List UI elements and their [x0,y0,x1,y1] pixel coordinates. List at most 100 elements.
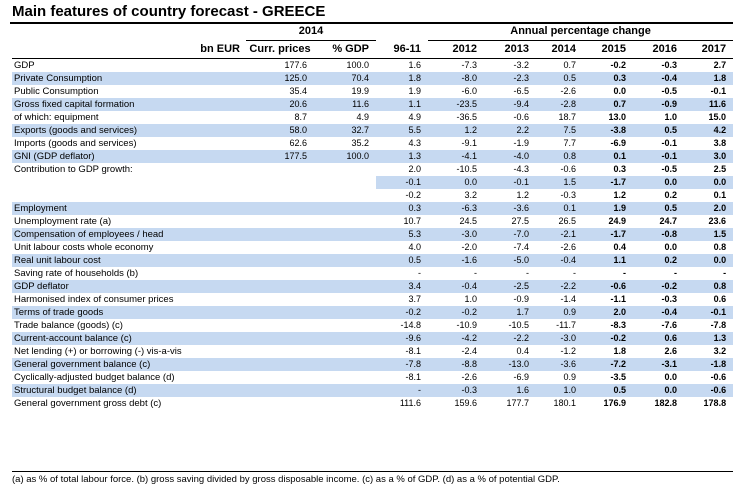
value-cell: 0.4 [484,345,537,358]
value-cell: -4.2 [428,332,485,345]
row-label: Net lending (+) or borrowing (-) vis-a-v… [12,345,184,358]
value-cell: -4.3 [484,163,537,176]
value-cell: -2.2 [536,280,584,293]
value-cell: -0.3 [536,189,584,202]
row-label: Unemployment rate (a) [12,215,184,228]
value-cell: -0.1 [633,150,685,163]
value-cell: 3.8 [684,137,734,150]
value-cell: 1.8 [684,72,734,85]
value-cell: 1.8 [583,345,634,358]
period-header: 2017 [701,43,727,55]
value-cell: -36.5 [428,111,485,124]
value-cell: -7.3 [428,58,485,72]
pct-gdp-header: % GDP [332,43,370,55]
pct-gdp-cell [314,163,377,176]
row-sublabel [184,293,246,306]
value-cell: - [684,267,734,280]
row-sublabel [184,124,246,137]
row-sublabel [184,358,246,371]
pct-gdp-cell [314,254,377,267]
value-cell: -0.6 [583,280,634,293]
row-label: Employment [12,202,184,215]
value-cell: -9.1 [428,137,485,150]
value-cell: 2.7 [684,58,734,72]
value-cell: 0.9 [536,371,584,384]
value-cell: 2.0 [684,202,734,215]
table-row: Contribution to GDP growth:Domestic dema… [12,163,734,176]
value-cell: 7.5 [536,124,584,137]
value-cell: 0.5 [633,124,685,137]
pct-gdp-cell [314,306,377,319]
value-cell: 1.1 [583,254,634,267]
row-sublabel [184,58,246,72]
value-cell: -23.5 [428,98,485,111]
table-row: Gross fixed capital formation 20.6 11.6 1.1… [12,98,734,111]
pct-gdp-cell: 35.2 [314,137,377,150]
curr-prices-cell [246,228,314,241]
table-row: Net lending (+) or borrowing (-) vis-a-v… [12,345,734,358]
value-cell: -10.5 [484,319,537,332]
period-header: 2014 [551,43,577,55]
value-cell: 1.3 [684,332,734,345]
value-cell: -10.9 [428,319,485,332]
value-cell: 0.3 [376,202,429,215]
value-cell: 0.1 [536,202,584,215]
value-cell: 1.0 [633,111,685,124]
curr-prices-cell [246,241,314,254]
pct-gdp-cell [314,345,377,358]
curr-prices-cell [246,397,314,410]
value-cell: 176.9 [583,397,634,410]
row-sublabel [184,345,246,358]
row-label: Compensation of employees / head [12,228,184,241]
value-cell: 1.5 [536,176,584,189]
value-cell: -7.0 [484,228,537,241]
value-cell: -2.6 [536,241,584,254]
value-cell: 4.3 [376,137,429,150]
curr-prices-cell: 35.4 [246,85,314,98]
value-cell: 24.7 [633,215,685,228]
curr-prices-cell [246,306,314,319]
value-cell: -0.2 [583,58,634,72]
value-cell: -8.1 [376,345,429,358]
curr-prices-cell: 62.6 [246,137,314,150]
table-row: Private Consumption 125.0 70.4 1.8 -8.0 -2.3 0… [12,72,734,85]
value-cell: 0.4 [583,241,634,254]
value-cell: -2.8 [536,98,584,111]
table-row: Unemployment rate (a) 10.7 24.5 27.5 26.5 24.… [12,215,734,228]
row-label: Real unit labour cost [12,254,184,267]
table-row: Unit labour costs whole economy 4.0 -2.0 -7… [12,241,734,254]
value-cell: -9.6 [376,332,429,345]
value-cell: 11.6 [684,98,734,111]
value-cell: 13.0 [583,111,634,124]
value-cell: -0.3 [633,58,685,72]
value-cell: -0.2 [633,280,685,293]
value-cell: 1.3 [376,150,429,163]
row-label: GDP [12,58,184,72]
value-cell: -2.2 [484,332,537,345]
value-cell: -2.6 [428,371,485,384]
table-row: Cyclically-adjusted budget balance (d) -8… [12,371,734,384]
period-header: 2012 [452,43,478,55]
table-row: Imports (goods and services) 62.6 35.2 4.3-… [12,137,734,150]
value-cell: -0.1 [633,137,685,150]
value-cell: -2.1 [536,228,584,241]
period-header: 2015 [601,43,627,55]
table-row: Trade balance (goods) (c) -14.8 -10.9 -10.5… [12,319,734,332]
table-row: GDP deflator 3.4 -0.4 -2.5 -2.2 -0.6 -0.2 0.8 [12,280,734,293]
value-cell: -2.5 [484,280,537,293]
table-row: Saving rate of households (b) - - - - - - - [12,267,734,280]
row-label: Unit labour costs whole economy [12,241,184,254]
curr-prices-cell [246,345,314,358]
table-row: Net exports-0.23.21.2-0.31.20.20.1 [12,189,734,202]
value-cell: 0.0 [583,85,634,98]
pct-gdp-cell [314,332,377,345]
pct-gdp-cell [314,293,377,306]
value-cell: 0.5 [536,72,584,85]
pct-gdp-cell [314,397,377,410]
table-row: Real unit labour cost 0.5 -1.6 -5.0 -0.4 1.1 0… [12,254,734,267]
table-row: Exports (goods and services) 58.0 32.7 5.5 1… [12,124,734,137]
value-cell: -0.9 [484,293,537,306]
row-label: Private Consumption [12,72,184,85]
curr-prices-cell [246,319,314,332]
